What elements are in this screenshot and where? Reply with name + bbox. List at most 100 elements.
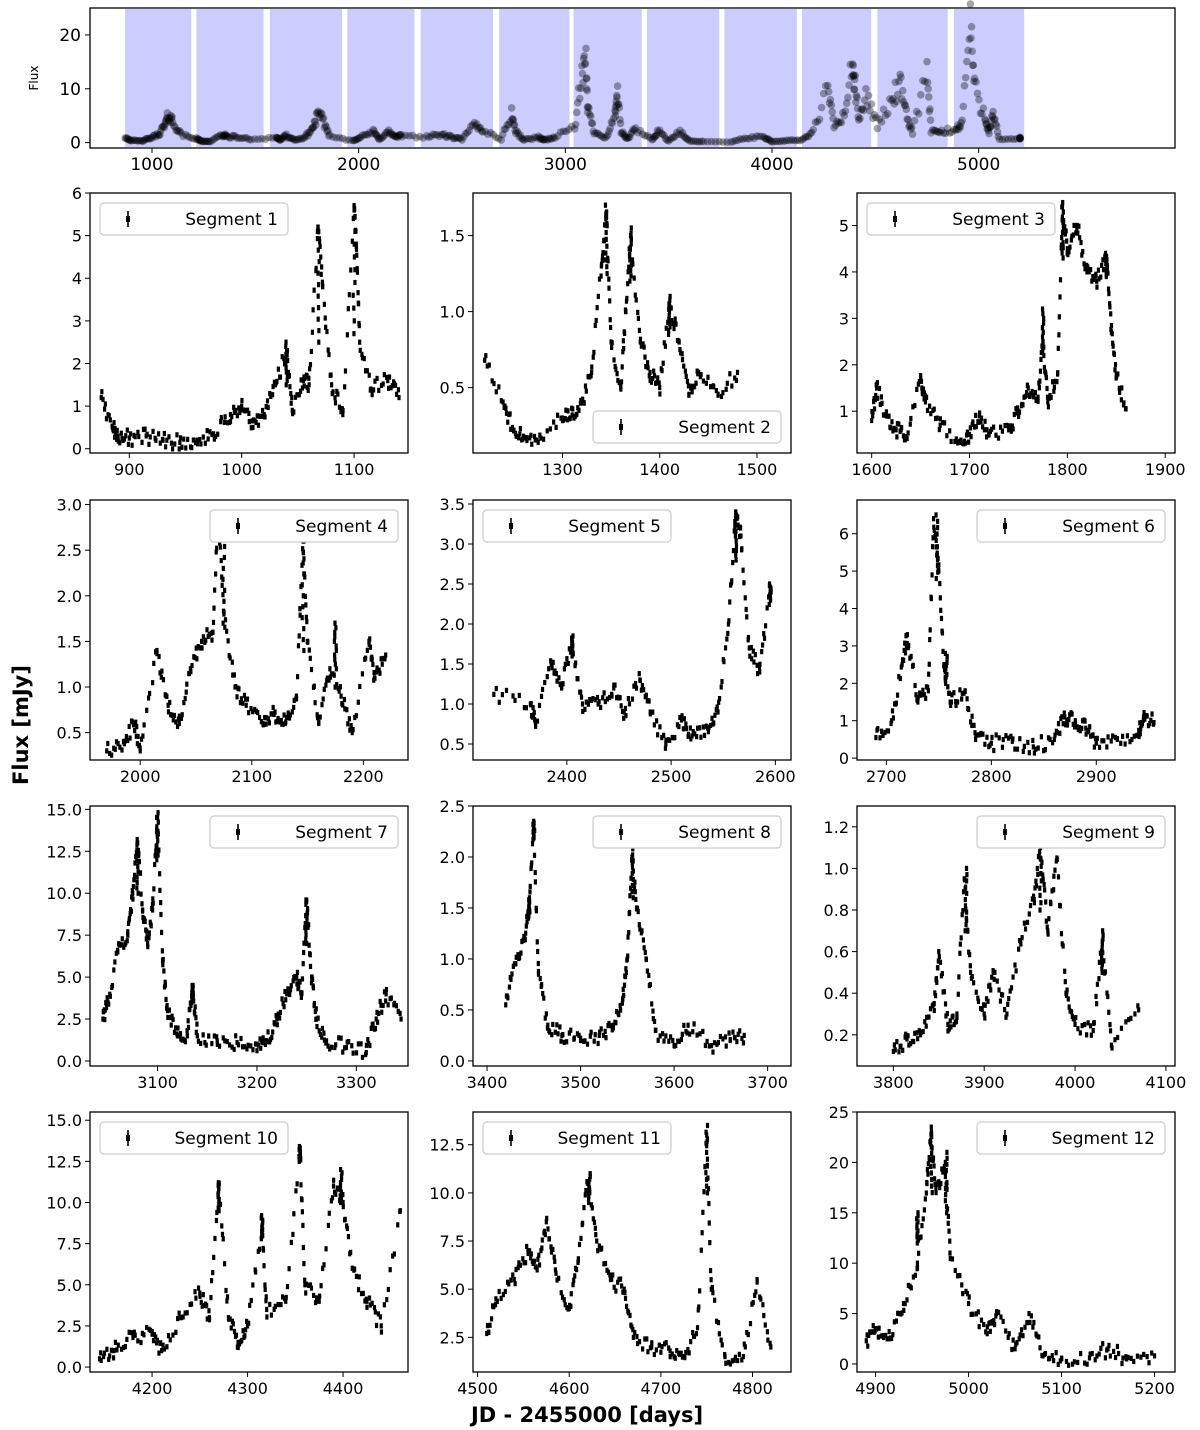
data-point	[769, 1344, 773, 1350]
overview-point	[576, 94, 584, 103]
data-point	[530, 841, 535, 847]
data-point	[1152, 719, 1156, 726]
data-point	[938, 1185, 942, 1191]
data-point	[310, 329, 315, 335]
data-point	[369, 386, 373, 392]
data-point	[384, 652, 388, 658]
data-point	[608, 298, 612, 304]
data-point	[1111, 343, 1115, 349]
data-point	[563, 1302, 567, 1308]
data-point	[946, 1213, 951, 1219]
data-point	[1088, 1351, 1092, 1357]
data-point	[1057, 314, 1061, 320]
data-point	[551, 1246, 555, 1252]
overview-point	[638, 130, 647, 139]
overview-point	[362, 130, 370, 139]
data-point	[1088, 1023, 1093, 1029]
data-point	[942, 1166, 946, 1173]
data-point	[541, 436, 546, 442]
overview-point	[834, 119, 843, 127]
overview-point	[280, 131, 289, 140]
data-point	[553, 1258, 557, 1265]
data-point	[1109, 738, 1113, 744]
data-point	[221, 1236, 225, 1242]
data-point	[985, 427, 989, 433]
data-point	[1092, 276, 1096, 283]
overview-point	[570, 125, 579, 133]
data-point	[628, 246, 632, 252]
overview-point	[767, 137, 775, 145]
overview-point	[329, 133, 337, 141]
data-point	[276, 1301, 280, 1308]
legend-label: Segment 6	[1062, 517, 1155, 537]
data-point	[379, 1329, 384, 1335]
data-point	[342, 696, 347, 703]
data-point	[586, 701, 590, 707]
data-point	[1060, 214, 1064, 220]
data-point	[318, 714, 322, 720]
data-point	[161, 962, 165, 968]
data-point	[241, 700, 245, 706]
data-point	[279, 717, 283, 724]
data-point	[736, 1357, 740, 1364]
overview-point	[124, 135, 133, 144]
data-point	[916, 699, 920, 705]
data-point	[151, 680, 155, 686]
data-point	[99, 1357, 103, 1364]
data-point	[305, 910, 309, 916]
data-point	[288, 991, 292, 998]
data-point	[943, 1001, 948, 1007]
data-point	[543, 1232, 547, 1238]
overview-point	[395, 131, 404, 139]
data-point	[522, 705, 526, 711]
ytick-label: 6	[72, 184, 82, 203]
data-point	[566, 660, 570, 667]
data-point	[183, 1310, 187, 1316]
data-point	[159, 899, 163, 906]
data-point	[945, 1155, 949, 1161]
data-point	[1058, 903, 1062, 909]
data-point	[175, 723, 180, 729]
data-point	[765, 605, 769, 611]
data-point	[900, 1310, 904, 1316]
overview-point	[147, 133, 155, 142]
data-point	[104, 1004, 109, 1011]
data-point	[593, 322, 597, 329]
data-point	[282, 356, 286, 362]
data-point	[887, 1336, 892, 1342]
data-point	[1107, 1342, 1111, 1348]
data-point	[668, 737, 672, 743]
overview-point	[907, 123, 916, 132]
data-point	[632, 882, 636, 889]
overview-point	[852, 98, 860, 107]
data-point	[338, 1180, 343, 1186]
data-point	[1041, 311, 1045, 317]
data-point	[284, 369, 288, 375]
data-point	[708, 1267, 713, 1274]
data-point	[954, 436, 958, 442]
data-point	[1113, 367, 1117, 373]
data-point	[678, 714, 682, 721]
data-point	[167, 1007, 172, 1013]
data-point	[228, 1316, 232, 1322]
data-point	[1007, 1331, 1011, 1337]
data-point	[392, 1000, 397, 1006]
data-point	[645, 968, 649, 974]
data-point	[174, 1329, 178, 1335]
data-point	[1060, 250, 1064, 256]
data-point	[317, 339, 321, 345]
data-point	[994, 1310, 999, 1317]
data-point	[264, 404, 268, 410]
overview-point	[993, 128, 1002, 136]
data-point	[587, 1182, 591, 1188]
overview-point	[995, 135, 1004, 144]
data-point	[664, 741, 668, 747]
overview-point	[883, 109, 892, 118]
data-point	[166, 709, 171, 715]
data-point	[977, 419, 981, 425]
data-point	[937, 949, 941, 955]
data-point	[1040, 325, 1045, 331]
overview-point	[833, 117, 841, 126]
data-point	[249, 706, 253, 712]
overview-points	[121, 0, 1024, 146]
